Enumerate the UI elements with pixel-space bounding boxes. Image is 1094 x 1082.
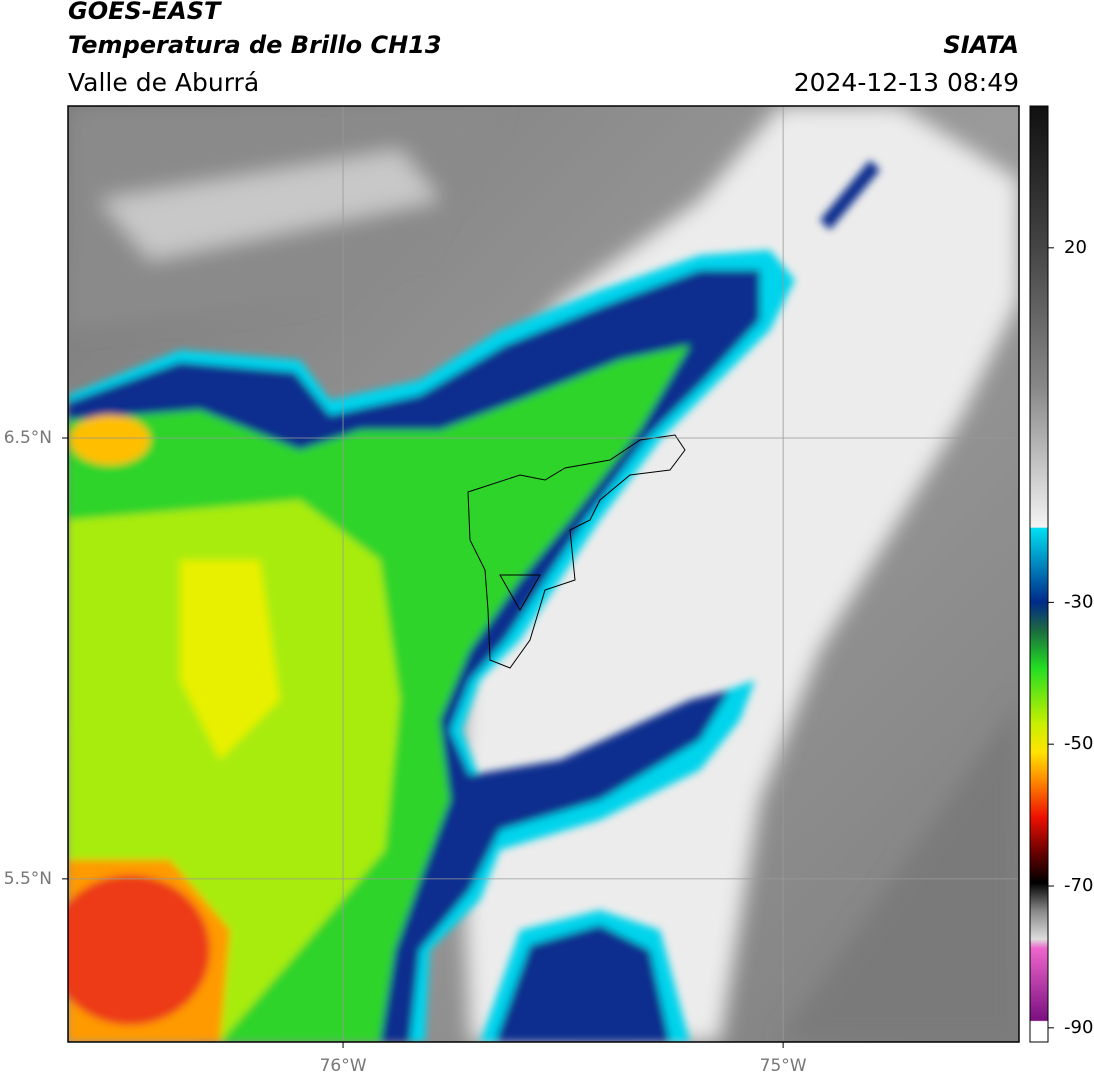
satellite: GOES-EAST xyxy=(68,0,222,25)
colorbar-tick-label: -30 xyxy=(1064,591,1093,612)
y-tick-label: 5.5°N xyxy=(4,869,52,889)
product: Temperatura de Brillo CH13 xyxy=(68,31,442,59)
colorbar-tick-label: -90 xyxy=(1064,1017,1093,1038)
colorbar-tick-label: -50 xyxy=(1064,733,1093,754)
x-tick-label: 76°W xyxy=(320,1056,367,1076)
region: Valle de Aburrá xyxy=(68,68,259,97)
colorbar xyxy=(1029,105,1049,1043)
y-tick-label: 6.5°N xyxy=(4,428,52,448)
x-tick-label: 75°W xyxy=(760,1056,807,1076)
colorbar-tick-label: -70 xyxy=(1064,875,1093,896)
agency: SIATA xyxy=(943,31,1019,59)
satellite-image xyxy=(68,106,1019,1042)
datetime: 2024-12-13 08:49 xyxy=(794,68,1019,97)
map-frame xyxy=(67,105,1020,1043)
colorbar-tick-label: 20 xyxy=(1064,237,1087,258)
